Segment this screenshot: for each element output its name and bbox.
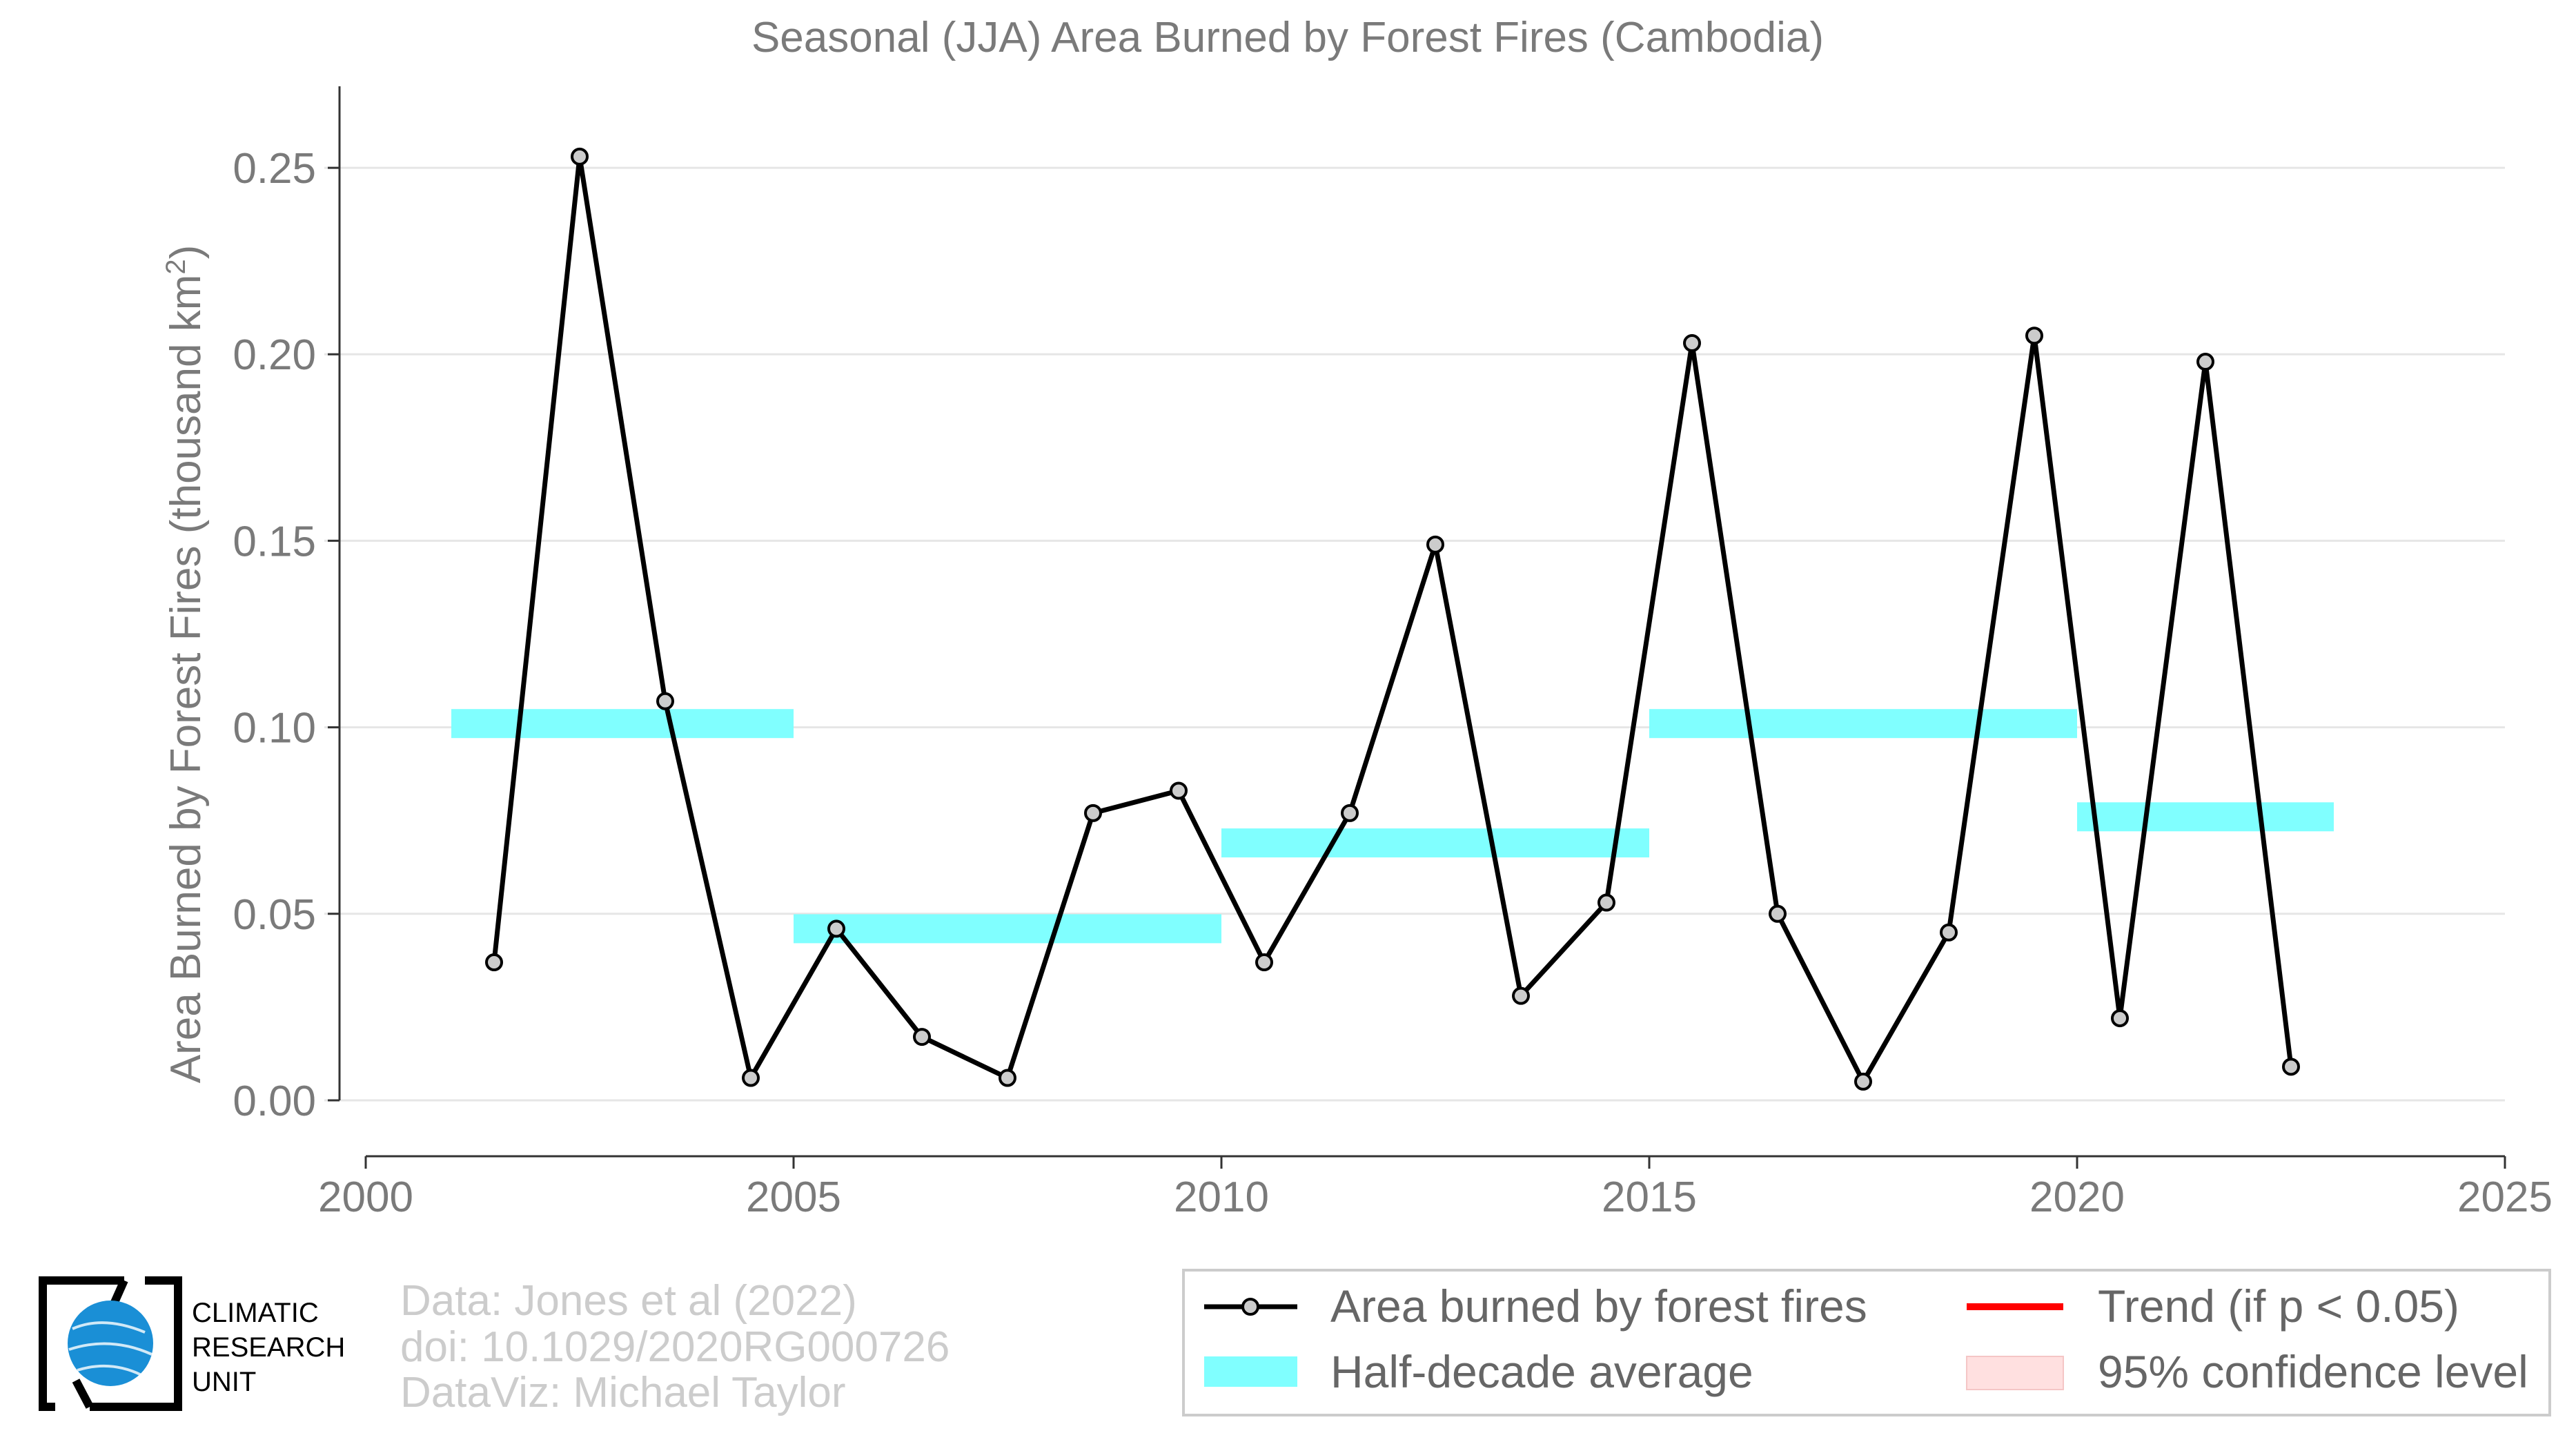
plot-area: 0.00 0.05 0.10 0.15 0.20 0.25 2000 2005 2010 2015…: [233, 86, 2553, 1221]
logo-text-line3: UNIT: [192, 1367, 256, 1397]
half-decade-band: [2077, 802, 2334, 832]
data-point: [656, 692, 674, 710]
data-point: [1597, 893, 1615, 912]
half-decade-average-bands: [451, 709, 2334, 944]
credits: Data: Jones et al (2022) doi: 10.1029/20…: [400, 1277, 950, 1416]
axes: 0.00 0.05 0.10 0.15 0.20 0.25 2000 2005 2010 2015…: [233, 86, 2553, 1221]
credit-doi: doi: 10.1029/2020RG000726: [400, 1323, 950, 1371]
data-point: [1854, 1072, 1872, 1091]
data-point: [2025, 327, 2043, 345]
logo-slash-bottom: [72, 1379, 94, 1409]
data-point: [742, 1069, 760, 1087]
logo-bracket-right: [90, 1276, 182, 1411]
data-point: [1940, 923, 1958, 942]
cru-logo: CLIMATIC RESEARCH UNIT: [39, 1276, 345, 1411]
data-point: [1170, 781, 1188, 800]
data-point: [2196, 353, 2214, 371]
data-point: [827, 919, 845, 938]
x-tick-label: 2005: [746, 1174, 841, 1221]
data-point: [1255, 953, 1273, 972]
area-burned-series: [485, 147, 2300, 1091]
gridlines: [324, 166, 2505, 1102]
data-point: [485, 953, 503, 972]
x-tick-label: 2025: [2457, 1174, 2553, 1221]
data-point: [2282, 1058, 2300, 1076]
data-point: [913, 1028, 931, 1046]
legend: Area burned by forest fires Trend (if p …: [1182, 1269, 2551, 1416]
half-decade-band: [1649, 709, 2077, 739]
y-tick-label: 0.05: [233, 891, 316, 939]
data-point: [1512, 986, 1530, 1005]
legend-label-trend: Trend (if p < 0.05): [2098, 1280, 2459, 1332]
y-axis-label-superscript: 2: [161, 259, 191, 274]
logo-text-line2: RESEARCH: [192, 1332, 345, 1363]
series-line: [491, 154, 2294, 1084]
y-tick-label: 0.00: [233, 1078, 316, 1125]
x-tick-label: 2015: [1602, 1174, 1697, 1221]
legend-swatch-half-decade: [1204, 1356, 1297, 1387]
x-tick-label: 2010: [1174, 1174, 1269, 1221]
half-decade-band: [1221, 828, 1649, 858]
legend-swatch-series-marker: [1241, 1298, 1259, 1316]
legend-swatch-confidence: [1966, 1356, 2064, 1390]
y-tick-label: 0.10: [233, 705, 316, 752]
y-tick-label: 0.15: [233, 518, 316, 565]
legend-box: [1182, 1269, 2551, 1416]
credit-data: Data: Jones et al (2022): [400, 1277, 857, 1325]
data-point: [1426, 535, 1444, 554]
credit-dataviz: DataViz: Michael Taylor: [400, 1369, 846, 1416]
x-tick-label: 2000: [318, 1174, 413, 1221]
half-decade-band: [451, 709, 794, 739]
y-axis-label-main: Area Burned by Forest Fires (thousand km: [162, 275, 210, 1084]
data-point: [1084, 804, 1102, 822]
y-axis-label: Area Burned by Forest Fires (thousand km…: [161, 245, 210, 1084]
data-point: [571, 147, 589, 166]
globe-swirl: [68, 1321, 153, 1376]
data-point: [999, 1069, 1016, 1087]
legend-label-confidence: 95% confidence level: [2098, 1346, 2528, 1397]
legend-label-series: Area burned by forest fires: [1330, 1280, 1867, 1332]
y-tick-label: 0.25: [233, 145, 316, 193]
data-point: [1769, 904, 1787, 923]
data-point: [1683, 334, 1701, 353]
y-tick-label: 0.20: [233, 331, 316, 379]
half-decade-band: [794, 914, 1221, 944]
logo-bracket-left: [39, 1276, 124, 1411]
data-point: [2111, 1009, 2129, 1028]
chart-title: Seasonal (JJA) Area Burned by Forest Fir…: [751, 14, 1824, 61]
x-tick-label: 2020: [2029, 1174, 2125, 1221]
y-axis-label-end: ): [162, 245, 210, 260]
logo-text-line1: CLIMATIC: [192, 1298, 319, 1328]
legend-label-half-decade: Half-decade average: [1330, 1346, 1753, 1397]
data-point: [1341, 804, 1359, 822]
